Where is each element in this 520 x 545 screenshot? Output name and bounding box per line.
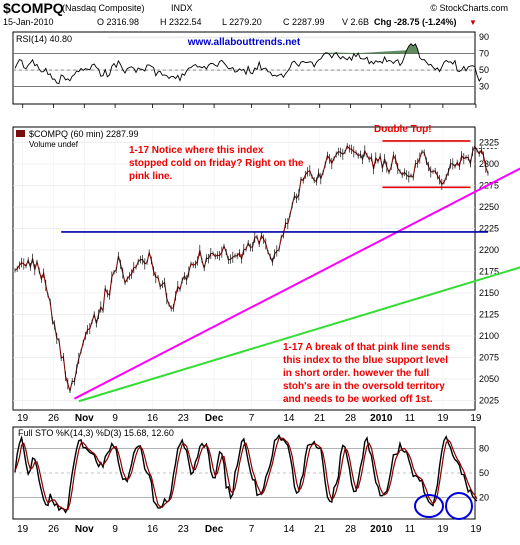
annotation-bottom-line-2: this index to the blue support level [283,355,448,366]
oversold-circle-1 [414,494,444,518]
x-axis-label: Dec [205,413,224,424]
price-layer [14,140,520,403]
price-series-line [14,144,489,394]
annotation-top-line-2: stopped cold on friday? Right on the [129,158,304,169]
index-name: (Nasdaq Composite) [62,3,145,13]
quote-open: O 2316.98 [97,17,139,27]
stochastics-tick-label: 20 [479,493,489,503]
x-axis-label: 19 [437,524,449,535]
x-axis-labels-top: 19 26 Nov 9 16 23 Dec 7 14 21 28 2010 11 19 19 [17,104,482,424]
x-axis-label: 16 [147,524,159,535]
x-axis-label: 28 [345,413,357,424]
quote-high: H 2322.54 [160,17,202,27]
x-axis-label: 9 [112,413,118,424]
exchange-label: INDX [171,3,193,13]
copyright-label: © StockCharts.com [430,3,508,13]
price-panel [12,126,476,411]
annotation-bottom-line-1: 1-17 A break of that pink line sends [283,342,451,353]
double-top-annotation: Double Top! [374,124,432,135]
annotation-bottom-line-4: stoh's are in the oversold territory [283,381,445,392]
change-down-icon: ▼ [469,18,477,27]
annotation-bottom-line-3: in short order. however the full [283,368,429,379]
x-axis-label: 19 [470,413,482,424]
x-axis-label: 2010 [370,524,393,535]
x-axis-label: 19 [17,413,29,424]
url-watermark: www.allabouttrends.net [187,37,301,48]
x-axis-label: Nov [75,524,94,535]
x-axis-label: Dec [205,524,224,535]
quote-volume: V 2.6B [342,17,369,27]
x-axis-label: 7 [249,524,255,535]
stochastics-d-line [14,437,478,511]
price-tick-label: 2250 [479,202,499,212]
rsi-layer [14,43,482,85]
x-axis-label: 21 [314,413,326,424]
x-axis-label: 23 [178,413,190,424]
x-axis-label: 26 [48,524,60,535]
green-trendline [78,266,520,403]
price-tick-label: 2100 [479,331,499,341]
price-tick-label: 2125 [479,309,499,319]
x-axis-label: 19 [17,524,29,535]
stochastics-label: Full STO %K(14,3) %D(3) 15.68, 12.60 [18,428,174,438]
price-panel-label: $COMPQ (60 min) 2287.99 [29,129,139,139]
rsi-label: RSI(14) 40.80 [16,34,72,44]
symbol-title: $COMPQ [3,0,64,16]
x-axis-labels-bottom: 19 26 Nov 9 16 23 Dec 7 14 21 28 2010 11 19 19 [17,524,482,535]
stochastics-k-line [14,433,478,514]
x-axis-label: 7 [249,413,255,424]
quote-close: C 2287.99 [283,17,325,27]
x-axis-label: 9 [112,524,118,535]
x-axis-label: 26 [48,413,60,424]
stochastics-tick-label: 80 [479,443,489,453]
stochastics-grid: 80 50 20 [13,443,489,503]
quote-date: 15-Jan-2010 [3,17,54,27]
price-legend-swatch [16,130,25,137]
price-tick-label: 2025 [479,395,499,405]
stochastics-layer [14,433,478,514]
price-tick-label: 2325 [479,138,499,148]
price-tick-label: 2300 [479,159,499,169]
rsi-tick-label: 50 [479,65,489,75]
x-axis-label: Nov [75,413,94,424]
rsi-tick-label: 70 [479,49,489,59]
x-axis-label: 23 [178,524,190,535]
volume-legend: Volume undef [29,140,79,149]
price-tick-label: 2050 [479,374,499,384]
price-tick-label: 2175 [479,267,499,277]
price-tick-label: 2075 [479,352,499,362]
annotation-top-line-3: pink line. [129,171,173,182]
annotation-bottom-line-5: and needs to be worked off 1st. [283,394,433,405]
x-axis-label: 11 [405,413,416,424]
price-tick-label: 2225 [479,224,499,234]
rsi-label-box [14,33,108,44]
rsi-overbought-fill [323,43,420,54]
x-axis-label: 16 [147,413,159,424]
pink-trendline [73,167,520,400]
x-axis-label: 28 [345,524,357,535]
x-axis-label: 2010 [370,413,393,424]
x-axis-label: 14 [283,524,295,535]
rsi-tick-label: 90 [479,32,489,42]
x-axis-label: 19 [470,524,482,535]
rsi-series-line [14,43,482,85]
annotation-top-line-1: 1-17 Notice where this index [129,145,264,156]
x-axis-label: 11 [405,524,416,535]
oversold-circle-2 [445,492,473,520]
x-axis-label: 14 [283,413,295,424]
quote-low: L 2279.20 [222,17,262,27]
price-grid: 2325230022752250222522002175215021252100… [13,128,499,409]
quote-change: Chg -28.75 (-1.24%) [374,17,457,27]
stochastics-tick-label: 50 [479,468,489,478]
x-axis-label: 21 [314,524,326,535]
x-axis-label: 19 [437,413,449,424]
price-tick-label: 2200 [479,245,499,255]
price-tick-label: 2150 [479,288,499,298]
rsi-tick-label: 30 [479,82,489,92]
